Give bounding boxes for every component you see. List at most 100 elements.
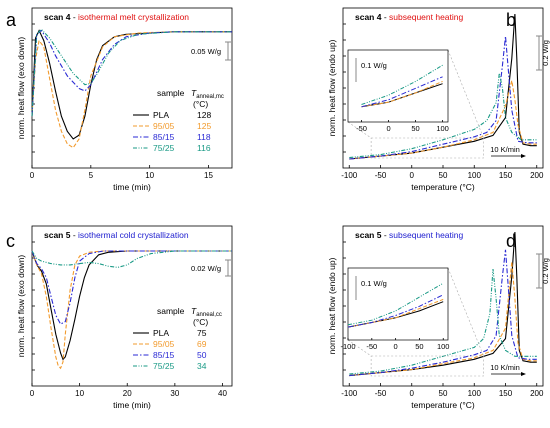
x-tick-label-d: 150 [499, 389, 513, 398]
zoom-connector-b [347, 121, 372, 139]
y-axis-label-a: norm. heat flow (exo down) [16, 37, 26, 140]
x-tick-label-c: 10 [75, 389, 84, 398]
panel-title-c: scan 5 - isothermal cold crystallization [44, 230, 189, 240]
legend-name-c: 75/25 [153, 361, 175, 371]
x-tick-label-c: 30 [170, 389, 179, 398]
legend-value-a: 118 [197, 132, 211, 142]
inset-x-tick-label-b: -50 [356, 124, 367, 133]
x-tick-label-b: -100 [341, 171, 358, 180]
legend-value-c: 50 [197, 350, 207, 360]
panel-a: a scan 4 - isothermal melt crystallizatio… [6, 7, 233, 192]
inset-x-tick-label-d: 0 [394, 342, 398, 351]
x-tick-label-c: 40 [218, 389, 227, 398]
legend-name-c: 85/15 [153, 350, 175, 360]
legend-value-a: 128 [197, 110, 211, 120]
panel-letter-c: c [6, 231, 15, 251]
series-line-b-7525 [349, 73, 537, 159]
legend-value-c: 69 [197, 339, 207, 349]
series-line-b-8515 [349, 36, 537, 160]
inset-x-tick-label-d: 50 [415, 342, 423, 351]
panel-title-a: scan 4 - isothermal melt crystallization [44, 12, 189, 22]
x-tick-label-c: 20 [123, 389, 132, 398]
x-tick-label-d: 0 [410, 389, 415, 398]
inset-x-tick-label-b: 0 [386, 124, 390, 133]
panel-title-b: scan 4 - subsequent heating [355, 12, 464, 22]
zoom-connector-d [447, 267, 484, 357]
scale-bar-label-a: 0.05 W/g [191, 47, 221, 56]
legend-head-temp-c: Tanneal,cc [191, 306, 222, 318]
legend-name-a: PLA [153, 110, 169, 120]
legend-value-c: 75 [197, 328, 207, 338]
series-line-d-9505 [349, 261, 537, 377]
inset-series-d-7525 [347, 282, 444, 326]
inset-series-b-7525 [361, 64, 443, 105]
series-line-d-8515 [349, 249, 537, 377]
legend-value-c: 34 [197, 361, 207, 371]
x-tick-label-b: 150 [499, 171, 513, 180]
x-tick-label-d: 50 [439, 389, 448, 398]
panel-d: d scan 5 - subsequent heating norm. heat f… [327, 225, 550, 410]
series-line-c-7525 [31, 250, 232, 268]
inset-series-b-9505 [361, 80, 443, 108]
inset-x-tick-label-d: -100 [340, 342, 355, 351]
legend-name-c: 95/05 [153, 339, 175, 349]
zoom-box-b [370, 137, 484, 159]
x-tick-label-a: 5 [89, 171, 94, 180]
x-tick-label-d: 200 [530, 389, 544, 398]
legend-head-sample-c: sample [157, 306, 185, 316]
x-tick-label-d: -100 [341, 389, 358, 398]
panel-letter-b: b [506, 10, 516, 30]
y-axis-label-c: norm. heat flow (exo down) [16, 255, 26, 358]
rate-label-d: 10 K/min [490, 363, 520, 372]
series-line-a-7525 [31, 28, 232, 117]
x-axis-label-d: temperature (°C) [411, 400, 475, 410]
inset-scale-label-b: 0.1 W/g [361, 61, 387, 70]
legend-head-temp-a: Tanneal,mc [191, 88, 224, 100]
x-tick-label-b: -50 [375, 171, 387, 180]
rate-arrow-head-b [521, 154, 526, 158]
series-line-c-9505 [31, 250, 232, 370]
legend-name-c: PLA [153, 328, 169, 338]
x-tick-label-b: 0 [410, 171, 415, 180]
panel-letter-a: a [6, 10, 17, 30]
legend-head-sample-a: sample [157, 88, 185, 98]
rate-arrow-head-d [521, 372, 526, 376]
y-axis-label-b: norm. heat flow (endo up) [327, 39, 337, 136]
legend-value-a: 125 [197, 121, 211, 131]
inset-x-tick-label-d: 100 [437, 342, 450, 351]
x-tick-label-b: 200 [530, 171, 544, 180]
zoom-connector-b [447, 49, 484, 139]
scale-bar-label-d: 0.2 W/g [541, 258, 550, 284]
inset-series-d-9505 [347, 298, 444, 328]
x-tick-label-b: 50 [439, 171, 448, 180]
x-tick-label-d: 100 [468, 389, 482, 398]
panel-title-d: scan 5 - subsequent heating [355, 230, 464, 240]
x-axis-label-c: time (min) [113, 400, 151, 410]
x-tick-label-a: 0 [30, 171, 35, 180]
zoom-box-d [370, 355, 484, 377]
inset-scale-label-d: 0.1 W/g [361, 279, 387, 288]
x-tick-label-c: 0 [30, 389, 35, 398]
legend-value-a: 116 [197, 143, 211, 153]
scale-bar-label-c: 0.02 W/g [191, 264, 221, 273]
legend-name-a: 85/15 [153, 132, 175, 142]
scale-bar-label-b: 0.2 W/g [541, 40, 550, 66]
inset-x-tick-label-d: -50 [366, 342, 377, 351]
inset-x-tick-label-b: 50 [411, 124, 419, 133]
series-line-d-7525 [349, 268, 537, 375]
series-line-a-8515 [31, 29, 232, 117]
x-tick-label-a: 10 [145, 171, 154, 180]
rate-label-b: 10 K/min [490, 145, 520, 154]
x-tick-label-a: 15 [204, 171, 213, 180]
series-line-a-9505 [31, 31, 232, 149]
inset-series-d-8515 [347, 294, 444, 328]
zoom-connector-d [347, 339, 372, 357]
panel-letter-d: d [506, 231, 516, 251]
panel-c: c scan 5 - isothermal cold crystallizatio… [6, 225, 233, 410]
x-tick-label-b: 100 [468, 171, 482, 180]
x-tick-label-d: -50 [375, 389, 387, 398]
series-line-c-8515 [31, 250, 232, 325]
legend-name-a: 95/05 [153, 121, 175, 131]
legend-name-a: 75/25 [153, 143, 175, 153]
